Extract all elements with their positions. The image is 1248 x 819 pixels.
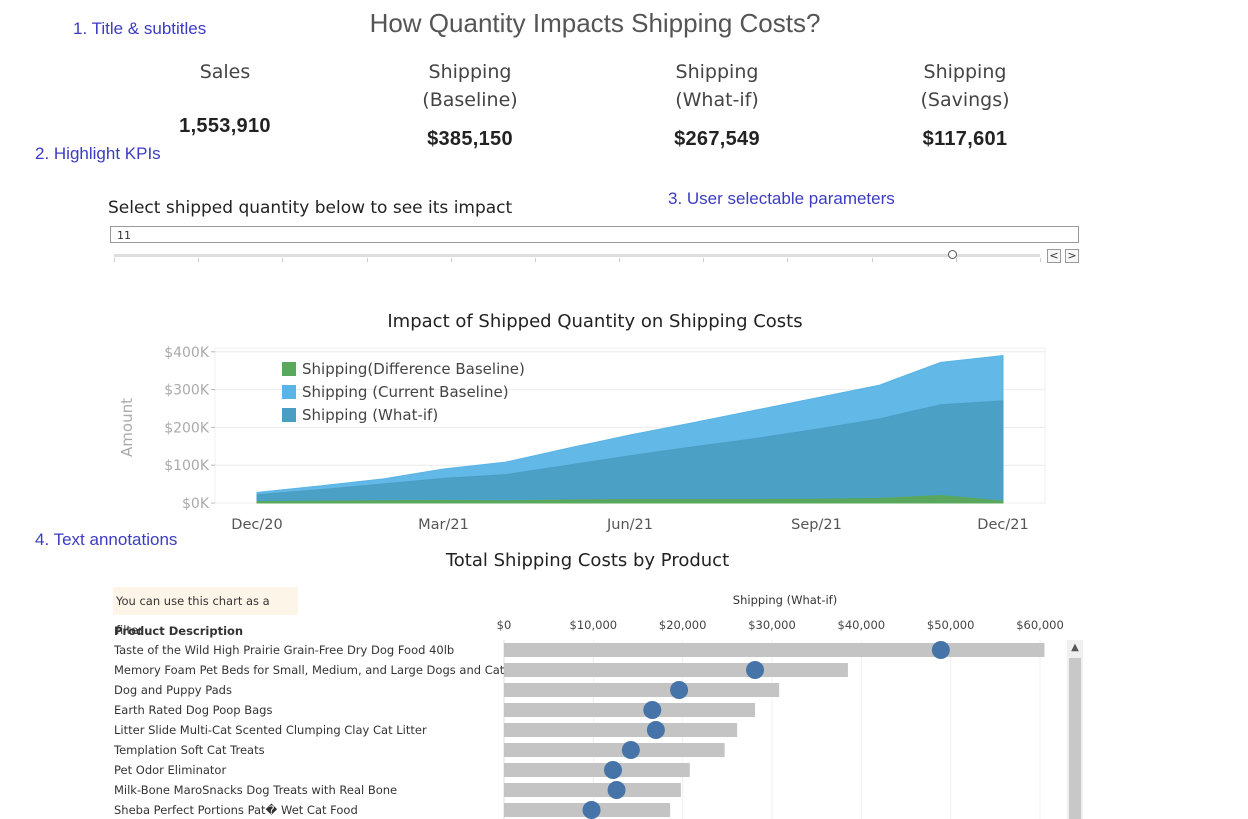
- x-tick-label: $20,000: [659, 618, 707, 632]
- legend-label: Shipping(Difference Baseline): [302, 360, 525, 378]
- baseline-bar: [504, 723, 738, 737]
- baseline-bar: [504, 703, 756, 717]
- bar-chart[interactable]: $0 $10,000 $20,000 $30,000 $40,000 $50,000 $60…: [100, 610, 1065, 819]
- baseline-bar: [504, 683, 780, 697]
- kpi-shipping-baseline: Shipping (Baseline) $385,150: [390, 58, 550, 151]
- product-label: Earth Rated Dog Poop Bags: [114, 703, 272, 717]
- y-tick-label: $0K: [182, 496, 210, 512]
- kpi-shipping-whatif-value: $267,549: [674, 128, 760, 150]
- baseline-bar: [504, 783, 681, 797]
- x-tick-label: Mar/21: [418, 517, 469, 533]
- quantity-slider-thumb[interactable]: [948, 250, 958, 259]
- x-tick-label: $40,000: [838, 618, 886, 632]
- product-label: Milk-Bone MaroSnacks Dog Treats with Rea…: [114, 783, 397, 797]
- y-tick-label: $100K: [164, 458, 210, 474]
- legend-label: Shipping (Current Baseline): [302, 383, 509, 401]
- y-axis-title: Amount: [118, 398, 136, 457]
- whatif-dot: [670, 681, 689, 699]
- baseline-bar: [504, 763, 690, 777]
- x-tick-label: Dec/20: [231, 517, 282, 533]
- slider-tick: [534, 258, 536, 262]
- annotation-highlight-kpis: 2. Highlight KPIs: [35, 144, 161, 163]
- slider-tick: [282, 258, 284, 262]
- product-label: Memory Foam Pet Beds for Small, Medium, …: [114, 663, 510, 677]
- whatif-dot: [646, 721, 665, 739]
- y-tick-label: $200K: [164, 420, 210, 436]
- legend-label: Shipping (What-if): [302, 406, 438, 424]
- whatif-dot: [643, 701, 662, 719]
- product-label: Taste of the Wild High Prairie Grain-Fre…: [113, 643, 454, 657]
- kpi-shipping-whatif: Shipping (What-if) $267,549: [637, 58, 797, 151]
- kpi-shipping-savings-label1: Shipping: [923, 61, 1007, 83]
- bar-x-axis-title: Shipping (What-if): [732, 593, 838, 607]
- kpi-sales-label: Sales: [199, 61, 251, 83]
- slider-tick: [114, 258, 115, 262]
- slider-tick: [955, 258, 957, 262]
- baseline-bar: [504, 643, 1045, 657]
- kpi-sales: Sales 1,553,910: [145, 58, 305, 138]
- whatif-dot: [582, 801, 601, 819]
- whatif-dot: [746, 661, 765, 679]
- area-series: [256, 494, 1004, 504]
- slider-tick: [366, 258, 368, 262]
- x-tick-label: $30,000: [748, 618, 796, 632]
- x-tick-label: $10,000: [570, 618, 618, 632]
- slider-tick: [450, 258, 452, 262]
- dashboard-title: How Quantity Impacts Shipping Costs?: [369, 8, 821, 38]
- quantity-parameter-input[interactable]: 11: [110, 226, 1079, 243]
- slider-tick: [619, 258, 621, 262]
- area-chart[interactable]: $0K $100K $200K $300K $400K Amount Dec/20 Mar/2…: [110, 340, 1090, 540]
- kpi-shipping-baseline-value: $385,150: [427, 128, 513, 150]
- scroll-up-icon[interactable]: ▲: [1071, 642, 1079, 653]
- slider-tick: [198, 258, 200, 262]
- whatif-dot: [603, 761, 622, 779]
- product-description-header: Product Description: [114, 624, 244, 638]
- quantity-slider-track[interactable]: [114, 254, 1040, 257]
- area-series: [256, 400, 1004, 504]
- parameter-title: Select shipped quantity below to see its…: [108, 198, 513, 218]
- product-label: Templation Soft Cat Treats: [113, 743, 265, 757]
- whatif-dot: [931, 641, 950, 659]
- kpi-shipping-savings-value: $117,601: [922, 128, 1008, 150]
- slider-tick: [787, 258, 789, 262]
- slider-tick: [1040, 258, 1041, 262]
- kpi-shipping-savings: Shipping (Savings) $117,601: [885, 58, 1045, 151]
- x-tick-label: Jun/21: [606, 517, 653, 533]
- whatif-dot: [607, 781, 626, 799]
- bar-chart-title: Total Shipping Costs by Product: [445, 550, 730, 571]
- product-label: Sheba Perfect Portions Pat� Wet Cat Food: [114, 803, 358, 817]
- baseline-bar: [504, 663, 848, 677]
- legend-swatch: [282, 362, 296, 376]
- baseline-bar: [504, 743, 725, 757]
- legend-swatch: [282, 408, 296, 422]
- slider-tick: [703, 258, 705, 262]
- y-tick-label: $400K: [164, 345, 210, 361]
- kpi-shipping-savings-label2: (Savings): [920, 89, 1010, 111]
- x-tick-label: $50,000: [927, 618, 975, 632]
- whatif-dot: [621, 741, 640, 759]
- x-tick-label: Sep/21: [791, 517, 842, 533]
- product-label: Litter Slide Multi-Cat Scented Clumping …: [114, 723, 427, 737]
- product-label: Dog and Puppy Pads: [114, 683, 232, 697]
- product-label: Pet Odor Eliminator: [114, 763, 226, 777]
- annotation-user-parameters: 3. User selectable parameters: [668, 189, 895, 208]
- bar-chart-scroll-thumb[interactable]: [1069, 658, 1081, 819]
- step-prev-button[interactable]: <: [1047, 249, 1061, 263]
- filter-note: You can use this chart as a filter: [113, 587, 298, 637]
- kpi-shipping-whatif-label1: Shipping: [675, 61, 759, 83]
- step-next-button[interactable]: >: [1065, 249, 1079, 263]
- x-tick-label: $60,000: [1016, 618, 1064, 632]
- annotation-text-annotations: 4. Text annotations: [35, 530, 178, 549]
- kpi-sales-value: 1,553,910: [179, 115, 271, 137]
- y-tick-label: $300K: [164, 383, 210, 399]
- legend-swatch: [282, 385, 296, 399]
- annotation-title-subtitles: 1. Title & subtitles: [73, 19, 207, 38]
- kpi-shipping-baseline-label1: Shipping: [428, 61, 512, 83]
- area-chart-title: Impact of Shipped Quantity on Shipping C…: [387, 311, 803, 332]
- kpi-shipping-baseline-label2: (Baseline): [422, 89, 518, 111]
- x-tick-label: Dec/21: [977, 517, 1028, 533]
- x-tick-label: $0: [497, 618, 512, 632]
- slider-tick: [871, 258, 873, 262]
- kpi-shipping-whatif-label2: (What-if): [675, 89, 759, 111]
